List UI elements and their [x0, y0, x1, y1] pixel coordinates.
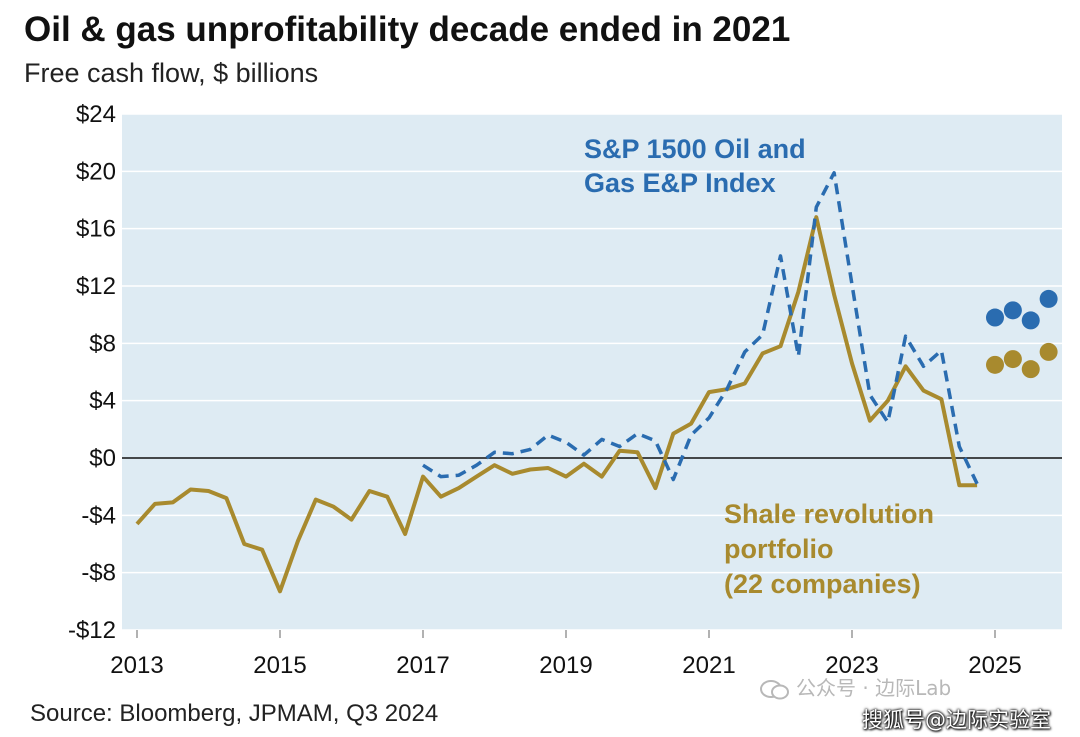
annotation-line: portfolio [724, 534, 833, 564]
y-tick-label: $16 [76, 216, 116, 243]
y-tick-label: $0 [89, 445, 116, 472]
y-tick-label: -$4 [81, 502, 116, 529]
chart-subtitle: Free cash flow, $ billions [24, 58, 319, 88]
x-tick-label: 2017 [396, 652, 449, 679]
forecast-point [1039, 342, 1058, 361]
x-axis: 2013 2015 2017 2019 2021 2023 2025 [110, 630, 1022, 679]
forecast-point [1021, 311, 1040, 330]
y-tick-label: $4 [89, 388, 116, 415]
forecast-point [1003, 301, 1022, 320]
forecast-point [986, 355, 1004, 374]
forecast-point [986, 308, 1004, 327]
annotation-line: (22 companies) [724, 569, 921, 599]
annotation-sp1500: S&P 1500 Oil and Gas E&P Index [584, 134, 806, 198]
y-axis: -$12 -$8 -$4 $0 $4 $8 $12 $16 $20 $24 [68, 101, 116, 644]
x-tick-label: 2021 [682, 652, 735, 679]
source-note: Source: Bloomberg, JPMAM, Q3 2024 [30, 700, 439, 727]
forecast-point [1003, 350, 1022, 369]
watermark-wechat: 公众号 · 边际Lab [760, 672, 951, 701]
y-tick-label: -$12 [68, 617, 116, 644]
x-tick-label: 2025 [968, 652, 1021, 679]
y-tick-label: $8 [89, 330, 116, 357]
y-tick-label: -$8 [81, 560, 116, 587]
chart-title: Oil & gas unprofitability decade ended i… [24, 10, 791, 49]
series-layer [135, 171, 979, 594]
annotation-shale: Shale revolution portfolio (22 companies) [724, 499, 934, 599]
x-tick-label: 2019 [539, 652, 592, 679]
forecast-markers [986, 289, 1058, 379]
series-line-sp1500 [422, 171, 979, 485]
annotation-line: S&P 1500 Oil and [584, 134, 806, 164]
forecast-point [1021, 360, 1040, 379]
plot-area [122, 114, 1062, 630]
forecast-point [1039, 289, 1058, 308]
y-tick-label: $24 [76, 101, 116, 128]
watermark-wechat-text: 公众号 · 边际Lab [796, 676, 952, 700]
series-line-shale [135, 215, 978, 594]
annotation-line: Shale revolution [724, 499, 934, 529]
watermark-sohu: 搜狐号@边际实验室 [862, 708, 1051, 732]
wechat-icon [760, 679, 789, 699]
y-tick-label: $20 [76, 158, 116, 185]
x-tick-label: 2023 [825, 652, 878, 679]
y-tick-label: $12 [76, 273, 116, 300]
x-tick-label: 2013 [110, 652, 163, 679]
annotation-line: Gas E&P Index [584, 168, 776, 198]
x-tick-label: 2015 [253, 652, 306, 679]
